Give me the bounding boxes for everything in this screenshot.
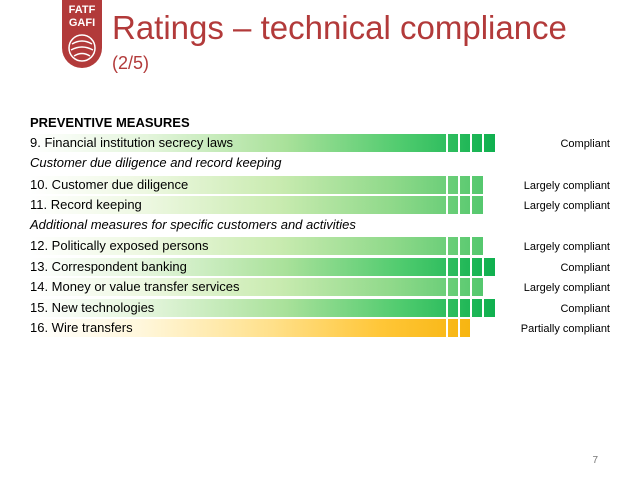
page-subtitle: (2/5)	[112, 53, 150, 73]
rating-row: 13. Correspondent banking Compliant	[30, 257, 610, 277]
rating-bar-compliant	[30, 258, 495, 276]
rating-bar-largely-compliant	[30, 196, 483, 214]
subsection-heading: Customer due diligence and record keepin…	[30, 155, 282, 170]
recommendation-label: 10. Customer due diligence	[30, 177, 189, 192]
recommendation-label: 16. Wire transfers	[30, 320, 133, 335]
rating-value: Compliant	[560, 262, 610, 274]
recommendation-label: 11. Record keeping	[30, 197, 142, 212]
rating-bar-largely-compliant	[30, 176, 483, 194]
rating-row: 9. Financial institution secrecy laws Co…	[30, 133, 610, 153]
rating-row: 11. Record keeping Largely compliant	[30, 195, 610, 215]
rating-row: 16. Wire transfers Partially compliant	[30, 318, 610, 338]
rating-bar-compliant	[30, 299, 495, 317]
rating-bar-compliant	[30, 134, 495, 152]
recommendation-label: 13. Correspondent banking	[30, 259, 187, 274]
rating-value: Largely compliant	[523, 241, 610, 253]
page-title: Ratings – technical compliance	[112, 9, 567, 46]
rating-value: Largely compliant	[523, 200, 610, 212]
recommendation-label: 15. New technologies	[30, 300, 155, 315]
recommendation-label: 14. Money or value transfer services	[30, 279, 240, 294]
rating-value: Compliant	[560, 138, 610, 150]
subsection-heading: Additional measures for specific custome…	[30, 217, 356, 232]
rating-row: 15. New technologies Compliant	[30, 298, 610, 318]
logo-text-fatf: FATF	[69, 4, 96, 16]
fatf-gafi-logo-icon: FATF GAFI	[62, 0, 102, 68]
rating-bar-partially-compliant	[30, 319, 470, 337]
rating-value: Partially compliant	[520, 323, 610, 335]
rating-value: Largely compliant	[523, 180, 610, 192]
rating-value: Compliant	[560, 303, 610, 315]
rating-bar-largely-compliant	[30, 278, 483, 296]
section-heading: PREVENTIVE MEASURES	[30, 115, 190, 130]
rating-bar-largely-compliant	[30, 237, 483, 255]
page-number: 7	[592, 455, 598, 466]
logo-text-gafi: GAFI	[69, 17, 95, 29]
rating-row: 12. Politically exposed persons Largely …	[30, 236, 610, 256]
recommendation-label: 12. Politically exposed persons	[30, 238, 209, 253]
rating-value: Largely compliant	[523, 282, 610, 294]
rating-row: 10. Customer due diligence Largely compl…	[30, 175, 610, 195]
recommendation-label: 9. Financial institution secrecy laws	[30, 135, 234, 150]
rating-row: 14. Money or value transfer services Lar…	[30, 277, 610, 297]
